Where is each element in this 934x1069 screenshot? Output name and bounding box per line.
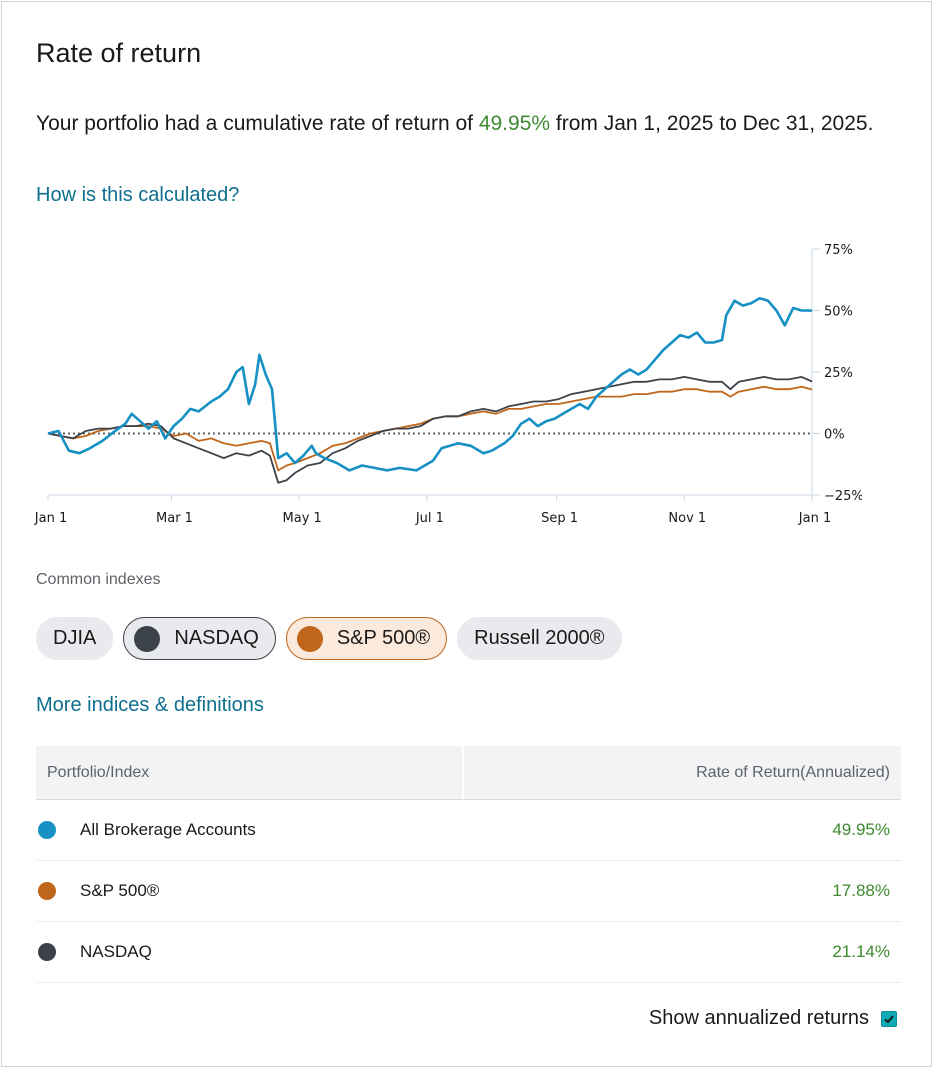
sp500-dot-icon bbox=[296, 625, 323, 652]
rate-of-return-chart: 75% 50% 25% 0% −25% Jan 1 Mar 1 May 1 Jul 1 Sep 1… bbox=[34, 243, 862, 526]
nasdaq-series-line bbox=[47, 375, 813, 484]
y-tick-label: −25% bbox=[824, 489, 862, 504]
row-value: 49.95% bbox=[832, 820, 890, 839]
summary-suffix: from Jan 1, 2025 to Dec 31, 2025. bbox=[550, 112, 874, 135]
nasdaq-dot-icon bbox=[134, 625, 161, 652]
table-row: All Brokerage Accounts 49.95% bbox=[36, 800, 901, 861]
checkmark-icon bbox=[884, 1014, 894, 1023]
header-portfolio-index: Portfolio/Index bbox=[36, 746, 464, 799]
summary-text: Your portfolio had a cumulative rate of … bbox=[36, 107, 886, 140]
show-annualized-label: Show annualized returns bbox=[648, 1007, 869, 1029]
chip-nasdaq-label: NASDAQ bbox=[174, 627, 259, 649]
row-name: All Brokerage Accounts bbox=[80, 820, 256, 839]
row-value: 21.14% bbox=[832, 942, 890, 961]
page-title: Rate of return bbox=[36, 38, 202, 68]
more-indices-link[interactable]: More indices & definitions bbox=[36, 694, 264, 716]
index-chips: DJIA NASDAQ S&P 500® Russell 2000® bbox=[36, 617, 622, 660]
chip-djia[interactable]: DJIA bbox=[36, 617, 114, 660]
x-tick-label: Jan 1 bbox=[798, 511, 831, 526]
chip-nasdaq[interactable]: NASDAQ bbox=[123, 617, 276, 660]
x-tick-label: Mar 1 bbox=[156, 511, 193, 526]
y-tick-label: 25% bbox=[824, 366, 853, 381]
header-rate-of-return: Rate of Return(Annualized) bbox=[696, 763, 890, 781]
portfolio-series-line bbox=[47, 296, 813, 472]
row-name: S&P 500® bbox=[80, 881, 160, 900]
x-tick-label: Nov 1 bbox=[668, 511, 706, 526]
table-row: NASDAQ 21.14% bbox=[36, 922, 901, 983]
chip-sp500[interactable]: S&P 500® bbox=[285, 617, 448, 660]
how-calculated-link[interactable]: How is this calculated? bbox=[36, 184, 240, 206]
chip-djia-label: DJIA bbox=[53, 627, 97, 649]
common-indexes-label: Common indexes bbox=[36, 571, 161, 588]
summary-rate: 49.95% bbox=[478, 112, 551, 135]
annualized-checkbox[interactable] bbox=[881, 1010, 897, 1027]
chip-sp500-label: S&P 500® bbox=[336, 627, 431, 649]
nasdaq-dot-icon bbox=[38, 943, 56, 961]
table-header: Portfolio/Index Rate of Return(Annualize… bbox=[36, 746, 901, 800]
sp500-series-line bbox=[47, 385, 813, 472]
y-tick-label: 50% bbox=[824, 305, 853, 320]
y-tick-label: 75% bbox=[824, 243, 853, 258]
show-annualized-toggle[interactable]: Show annualized returns bbox=[649, 1007, 897, 1030]
returns-table: Portfolio/Index Rate of Return(Annualize… bbox=[36, 746, 901, 983]
y-tick-label: 0% bbox=[824, 428, 845, 443]
row-value: 17.88% bbox=[832, 881, 890, 900]
chip-russell-2000[interactable]: Russell 2000® bbox=[457, 617, 622, 660]
summary-prefix: Your portfolio had a cumulative rate of … bbox=[36, 112, 479, 135]
sp500-dot-icon bbox=[38, 882, 56, 900]
row-name: NASDAQ bbox=[80, 942, 152, 961]
x-tick-label: Jan 1 bbox=[34, 511, 67, 526]
x-tick-label: Jul 1 bbox=[415, 511, 444, 526]
table-row: S&P 500® 17.88% bbox=[36, 861, 901, 922]
x-tick-label: Sep 1 bbox=[541, 511, 578, 526]
chip-russell-label: Russell 2000® bbox=[474, 627, 605, 649]
portfolio-dot-icon bbox=[38, 821, 56, 839]
x-tick-label: May 1 bbox=[283, 511, 322, 526]
